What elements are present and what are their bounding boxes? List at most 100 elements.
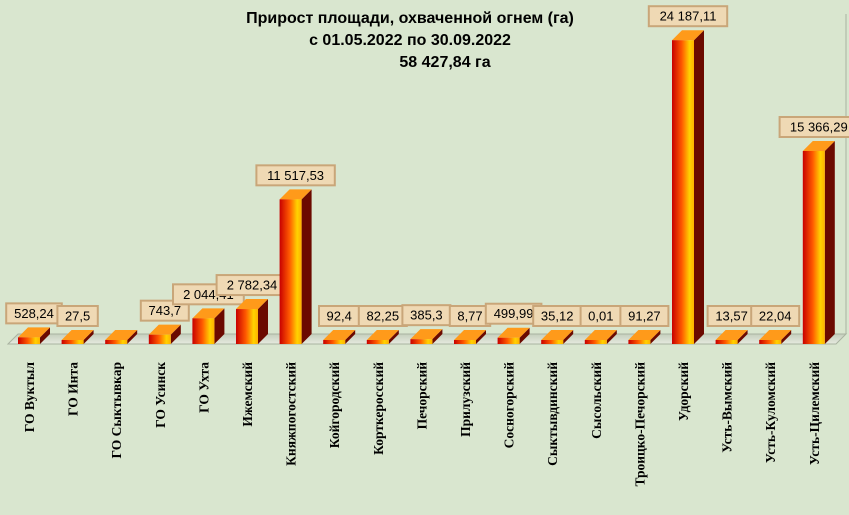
data-label: 2 782,34	[215, 274, 289, 297]
data-label-text: 2 782,34	[227, 278, 278, 293]
bar	[715, 340, 738, 344]
x-tick-label: ГО Ухта	[196, 362, 211, 413]
bar-side	[40, 327, 50, 344]
data-label-text: 82,25	[367, 309, 400, 324]
bar-top	[366, 330, 399, 340]
bar-side	[170, 324, 181, 344]
bar-top	[802, 140, 835, 151]
data-label-text: 385,3	[410, 308, 443, 323]
bar	[628, 340, 651, 344]
data-label: 35,12	[532, 305, 583, 327]
bar	[105, 340, 128, 344]
bar-top	[148, 324, 181, 335]
data-label-text: 22,04	[759, 309, 792, 324]
bar	[18, 337, 40, 344]
bar-side	[781, 330, 792, 344]
data-label-text: 11 517,53	[267, 168, 324, 183]
bar-top	[454, 330, 486, 340]
data-label-text: 92,4	[327, 309, 352, 324]
x-tick-label: Усть-Куломский	[763, 362, 778, 463]
bar-top	[279, 189, 312, 200]
data-label-box	[139, 299, 190, 322]
data-label-box	[619, 305, 670, 327]
bar-top	[759, 330, 792, 340]
x-tick-label: Печорский	[414, 362, 429, 430]
bar-side	[258, 299, 268, 344]
data-label: 24 187,11	[647, 5, 729, 28]
x-tick-label: Ижемский	[240, 362, 255, 427]
chart-title: Прирост площади, охваченной огнем (га)	[246, 10, 574, 27]
data-label: 743,7	[139, 299, 190, 322]
bar	[323, 340, 346, 344]
bar-top	[236, 299, 268, 310]
data-label-box	[255, 164, 336, 187]
data-label-text: 528,24	[14, 306, 54, 321]
data-label-text: 0,01	[588, 309, 613, 324]
bar-side	[563, 330, 574, 344]
bar	[497, 337, 520, 344]
bar-top	[18, 327, 50, 338]
bar-side	[519, 327, 530, 344]
data-label: 92,4	[318, 305, 361, 327]
data-label-box	[56, 305, 99, 327]
bar	[366, 340, 389, 344]
bar-side	[301, 189, 312, 344]
bar-top	[105, 330, 138, 340]
chart-title-block: Прирост площади, охваченной огнем (га) с…	[200, 8, 620, 74]
x-tick-label: Княжпогостский	[284, 362, 299, 466]
bar	[802, 150, 825, 344]
data-label: 22,04	[750, 305, 801, 327]
bar-top	[628, 330, 661, 340]
data-label-text: 35,12	[541, 309, 574, 324]
data-label-text: 499,99	[494, 306, 534, 321]
bar	[541, 340, 564, 344]
bar	[148, 334, 171, 344]
bar-side	[606, 330, 617, 344]
bar-top	[323, 330, 356, 340]
bar	[584, 340, 607, 344]
x-tick-label: Удорский	[676, 362, 691, 421]
chart-subtitle: с 01.05.2022 по 30.09.2022	[309, 32, 511, 49]
bar-side	[432, 329, 443, 344]
data-label: 528,24	[5, 302, 63, 325]
bar-side	[824, 140, 835, 344]
bar-side	[737, 330, 748, 344]
data-label: 385,3	[401, 304, 452, 327]
bar	[454, 340, 476, 344]
bar	[279, 199, 302, 344]
bar-side	[127, 330, 138, 344]
bar	[192, 318, 215, 344]
data-label-text: 13,57	[715, 309, 748, 324]
data-label-box	[778, 115, 849, 138]
data-label-box	[750, 305, 801, 327]
x-tick-label: Троицко-Печорский	[632, 362, 647, 487]
x-tick-label: ГО Вуктыл	[22, 362, 37, 433]
data-label: 82,25	[357, 305, 408, 327]
bar-side	[650, 330, 661, 344]
data-label-text: 27,5	[65, 309, 90, 324]
bar-top	[541, 330, 574, 340]
x-tick-label: Сосногорский	[502, 362, 517, 449]
data-label-text: 743,7	[149, 303, 182, 318]
bar-side	[694, 30, 704, 344]
data-label: 91,27	[619, 305, 670, 327]
bar	[61, 340, 84, 344]
bar	[236, 309, 258, 344]
bar-side	[214, 308, 225, 344]
bar-side	[83, 330, 94, 344]
bar-top	[192, 308, 225, 319]
data-label: 11 517,53	[255, 164, 336, 187]
data-label: 0,01	[579, 305, 622, 327]
x-tick-label: Усть-Вымский	[720, 362, 735, 453]
bar-top	[497, 327, 530, 338]
data-label: 8,77	[448, 305, 492, 327]
bar-top	[672, 30, 704, 41]
x-tick-label: Сыктывдинский	[545, 362, 560, 466]
x-tick-label: ГО Сыктывкар	[109, 362, 124, 459]
data-label: 27,5	[56, 305, 99, 327]
data-label-text: 24 187,11	[660, 9, 717, 24]
bar	[672, 40, 694, 344]
x-tick-label: Сысольский	[589, 362, 604, 439]
